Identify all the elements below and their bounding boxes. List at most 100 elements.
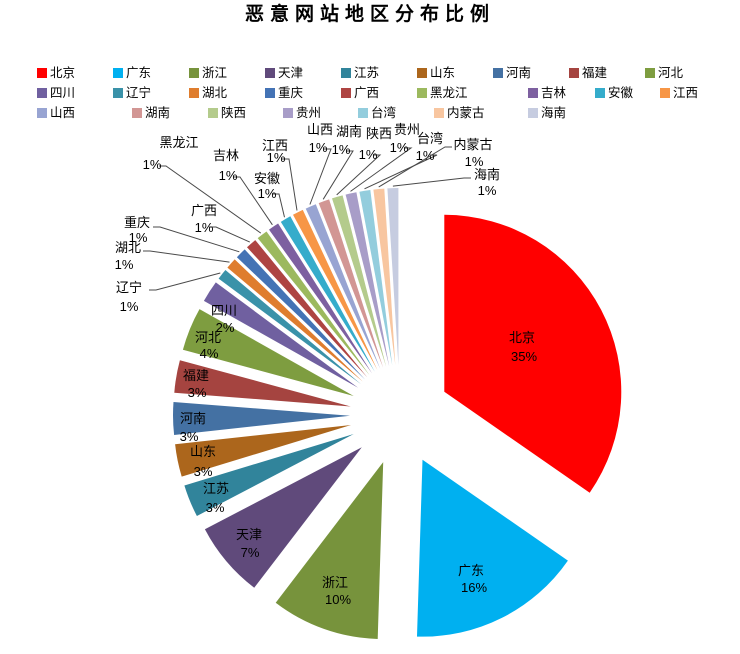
slice-label-value-16: 1% bbox=[219, 168, 238, 183]
pie-slice-15 bbox=[257, 231, 370, 376]
leader-line-12 bbox=[143, 250, 230, 263]
legend-swatch-icon bbox=[595, 88, 605, 98]
leader-line-11 bbox=[149, 272, 221, 291]
slice-label-name-9: 河北 bbox=[195, 330, 221, 345]
legend-label: 江苏 bbox=[354, 66, 380, 80]
slice-label-value-1: 35% bbox=[511, 349, 537, 364]
legend-label: 河南 bbox=[506, 66, 532, 80]
legend-swatch-icon bbox=[341, 68, 351, 78]
pie-slice-2 bbox=[417, 459, 568, 637]
legend-item-8: 福建 bbox=[569, 66, 607, 82]
legend-label: 江西 bbox=[673, 86, 699, 100]
slice-label-value-9: 4% bbox=[200, 346, 219, 361]
legend-label: 黑龙江 bbox=[430, 86, 468, 100]
legend-item-21: 陕西 bbox=[208, 106, 246, 122]
slice-label-name-16: 吉林 bbox=[213, 148, 239, 163]
legend-item-22: 贵州 bbox=[283, 106, 321, 122]
slice-label-value-3: 10% bbox=[325, 592, 351, 607]
legend-swatch-icon bbox=[265, 68, 275, 78]
pie-slice-17 bbox=[280, 216, 375, 372]
slice-label-value-19: 1% bbox=[309, 140, 328, 155]
legend-label: 四川 bbox=[50, 86, 76, 100]
pie-slice-19 bbox=[305, 204, 381, 369]
legend-swatch-icon bbox=[208, 108, 218, 118]
legend-swatch-icon bbox=[434, 108, 444, 118]
legend-swatch-icon bbox=[283, 108, 293, 118]
pie-slice-13 bbox=[236, 249, 365, 380]
legend-label: 浙江 bbox=[202, 66, 228, 80]
legend-item-16: 吉林 bbox=[528, 86, 566, 102]
slice-label-name-23: 台湾 bbox=[417, 131, 443, 146]
legend-label: 陕西 bbox=[221, 106, 247, 120]
slice-label-value-8: 3% bbox=[188, 385, 207, 400]
legend-item-5: 江苏 bbox=[341, 66, 379, 82]
slice-label-name-6: 山东 bbox=[190, 444, 216, 459]
legend-swatch-icon bbox=[645, 68, 655, 78]
legend-label: 贵州 bbox=[296, 106, 322, 120]
slice-label-name-3: 浙江 bbox=[322, 575, 348, 590]
legend-label: 海南 bbox=[541, 106, 567, 120]
legend-item-15: 黑龙江 bbox=[417, 86, 468, 102]
legend-item-13: 重庆 bbox=[265, 86, 303, 102]
pie-slice-4 bbox=[204, 447, 362, 588]
legend-item-2: 广东 bbox=[113, 66, 151, 82]
slice-label-name-22: 贵州 bbox=[394, 122, 420, 137]
leader-line-15 bbox=[159, 165, 262, 234]
slice-label-value-12: 1% bbox=[115, 257, 134, 272]
pie-slice-5 bbox=[184, 434, 354, 516]
leader-line-20 bbox=[322, 150, 354, 200]
leader-line-14 bbox=[209, 226, 251, 243]
slice-label-value-2: 16% bbox=[461, 580, 487, 595]
legend-item-3: 浙江 bbox=[189, 66, 227, 82]
legend-swatch-icon bbox=[189, 88, 199, 98]
slice-label-name-13: 重庆 bbox=[124, 215, 150, 230]
legend-label: 辽宁 bbox=[126, 86, 152, 100]
legend-item-23: 台湾 bbox=[358, 106, 396, 122]
legend-swatch-icon bbox=[493, 68, 503, 78]
legend: 北京 广东 浙江 天津 江苏 山东 河南 福建 河北 四川 辽宁 湖北 重庆 广西 黑龙江 吉林 安徽 江西 山西 湖… bbox=[0, 0, 740, 130]
slice-label-name-8: 福建 bbox=[183, 368, 209, 383]
slice-label-name-17: 安徽 bbox=[254, 171, 280, 186]
legend-swatch-icon bbox=[660, 88, 670, 98]
legend-item-19: 山西 bbox=[37, 106, 75, 122]
pie-slice-9 bbox=[182, 309, 354, 396]
slice-label-name-12: 湖北 bbox=[115, 240, 141, 255]
slice-label-value-7: 3% bbox=[180, 429, 199, 444]
pie-slice-10 bbox=[203, 282, 359, 388]
legend-label: 北京 bbox=[50, 66, 76, 80]
legend-item-17: 安徽 bbox=[595, 86, 633, 102]
legend-item-18: 江西 bbox=[660, 86, 698, 102]
slice-label-name-25: 海南 bbox=[474, 167, 500, 182]
slice-label-value-22: 1% bbox=[390, 140, 409, 155]
pie-slice-16 bbox=[269, 223, 373, 374]
pie-slice-8 bbox=[174, 360, 351, 407]
slice-label-name-14: 广西 bbox=[191, 203, 217, 218]
slice-label-value-18: 1% bbox=[267, 150, 286, 165]
leader-line-13 bbox=[153, 226, 240, 253]
legend-swatch-icon bbox=[132, 108, 142, 118]
legend-label: 福建 bbox=[582, 66, 608, 80]
legend-item-7: 河南 bbox=[493, 66, 531, 82]
legend-label: 河北 bbox=[658, 66, 684, 80]
legend-item-9: 河北 bbox=[645, 66, 683, 82]
legend-swatch-icon bbox=[341, 88, 351, 98]
slice-label-value-11: 1% bbox=[120, 299, 139, 314]
pie-slice-22 bbox=[345, 192, 390, 367]
leader-line-19 bbox=[309, 148, 332, 205]
legend-item-10: 四川 bbox=[37, 86, 75, 102]
chart-title: 恶意网站地区分布比例 bbox=[244, 4, 495, 25]
slice-label-name-1: 北京 bbox=[509, 330, 535, 345]
pie-slice-6 bbox=[175, 425, 351, 477]
legend-swatch-icon bbox=[265, 88, 275, 98]
leader-line-24 bbox=[378, 146, 452, 188]
legend-swatch-icon bbox=[417, 88, 427, 98]
pie-slice-23 bbox=[359, 190, 393, 366]
legend-item-4: 天津 bbox=[265, 66, 303, 82]
legend-label: 湖北 bbox=[202, 86, 228, 100]
leader-line-22 bbox=[350, 147, 413, 192]
slice-label-value-10: 2% bbox=[216, 320, 235, 335]
slice-label-value-23: 1% bbox=[416, 148, 435, 163]
legend-label: 台湾 bbox=[371, 106, 397, 120]
